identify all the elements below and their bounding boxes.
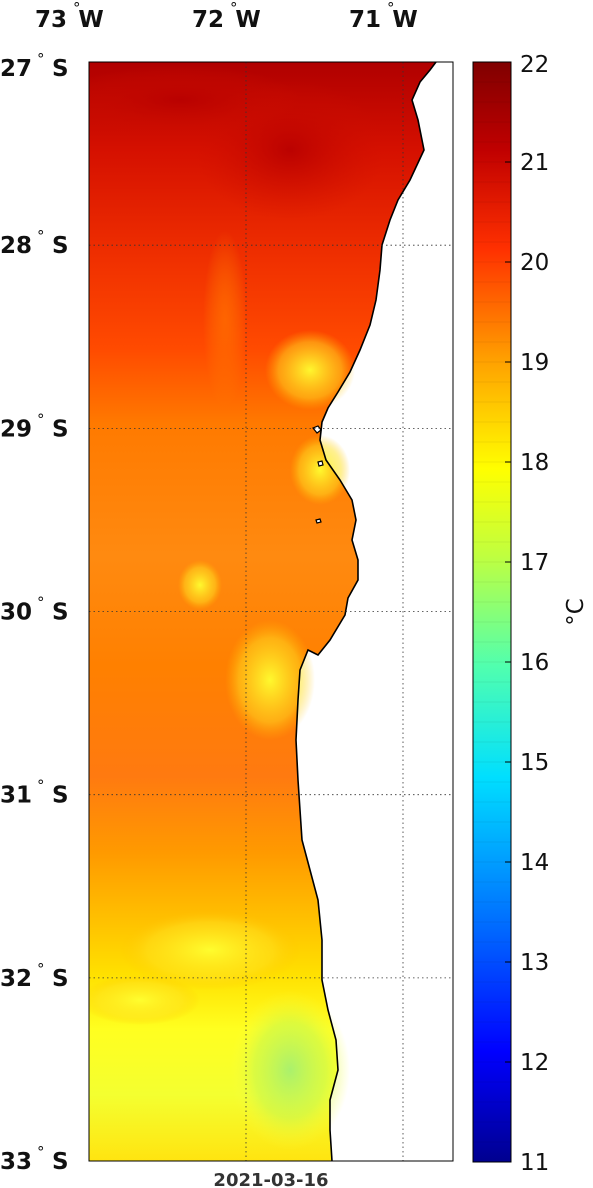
colorbar-tick-label: 17 <box>520 550 549 576</box>
colorbar-tick-label: 12 <box>520 1050 549 1076</box>
colorbar-tick-label: 20 <box>520 250 549 276</box>
degree-symbol: ° <box>230 0 238 17</box>
date-label: 2021-03-16 <box>213 1170 328 1188</box>
latitude-label: 32 <box>0 966 32 992</box>
latitude-label: 33 <box>0 1149 32 1175</box>
longitude-labels: 73 °W 72 °W 71 °W <box>35 0 418 33</box>
map-frame <box>88 61 454 1162</box>
colorbar-tick-label: 21 <box>520 150 549 176</box>
map-grid <box>89 62 453 1161</box>
degree-symbol: ° <box>37 594 45 612</box>
latitude-labels: 27 ° S 28 ° S 29 ° S 30 ° S 31 ° S 32 ° S 33 ° S <box>0 50 69 1175</box>
ocean-region <box>89 62 436 1161</box>
degree-symbol: ° <box>37 1143 45 1161</box>
colorbar-bands <box>473 81 511 1143</box>
latitude-label: 30 <box>0 600 32 626</box>
colorbar-tick-label: 11 <box>520 1150 549 1176</box>
longitude-label: 72 <box>192 7 224 33</box>
degree-symbol: ° <box>73 0 81 17</box>
island <box>315 518 322 524</box>
longitude-hemisphere: W <box>235 7 260 33</box>
latitude-label: 27 <box>0 56 32 82</box>
longitude-hemisphere: W <box>392 7 417 33</box>
colorbar-tick-label: 15 <box>520 750 549 776</box>
degree-symbol: ° <box>37 227 45 245</box>
latitude-hemisphere: S <box>52 56 69 82</box>
latitude-label: 28 <box>0 233 32 259</box>
colorbar-tick-label: 22 <box>520 52 549 78</box>
longitude-label: 71 <box>349 7 381 33</box>
upwelling-patch <box>265 330 355 410</box>
colorbar-unit-label: °C <box>563 598 589 626</box>
colorbar-ticks: 11 12 13 14 15 16 17 18 19 20 21 22 <box>505 52 549 1176</box>
colorbar <box>472 61 512 1163</box>
warm-band <box>89 65 300 135</box>
island <box>312 425 322 434</box>
island <box>317 460 324 467</box>
latitude-hemisphere: S <box>52 966 69 992</box>
coastal-cool-1 <box>290 435 350 505</box>
degree-symbol: ° <box>387 0 395 17</box>
colorbar-tick-label: 14 <box>520 850 549 876</box>
latitude-label: 29 <box>0 416 32 442</box>
longitude-label: 73 <box>35 7 67 33</box>
filament <box>203 230 247 410</box>
degree-symbol: ° <box>37 960 45 978</box>
coastal-cool-2 <box>225 620 315 740</box>
latitude-hemisphere: S <box>52 1149 69 1175</box>
degree-symbol: ° <box>37 777 45 795</box>
colorbar-tick-label: 18 <box>520 450 549 476</box>
longitude-hemisphere: W <box>78 7 103 33</box>
colorbar-tick-label: 13 <box>520 950 549 976</box>
cool-eddy <box>178 560 222 610</box>
latitude-hemisphere: S <box>52 416 69 442</box>
sst-field <box>89 62 437 1161</box>
latitude-hemisphere: S <box>52 783 69 809</box>
degree-symbol: ° <box>37 410 45 428</box>
cool-band <box>89 975 200 1025</box>
latitude-label: 31 <box>0 783 32 809</box>
coastline <box>295 62 437 1161</box>
cool-south <box>230 990 350 1150</box>
colorbar-tick-label: 19 <box>520 350 549 376</box>
cool-tongue <box>120 910 300 990</box>
degree-symbol: ° <box>37 50 45 68</box>
colorbar-tick-label: 16 <box>520 650 549 676</box>
latitude-hemisphere: S <box>52 233 69 259</box>
latitude-hemisphere: S <box>52 600 69 626</box>
